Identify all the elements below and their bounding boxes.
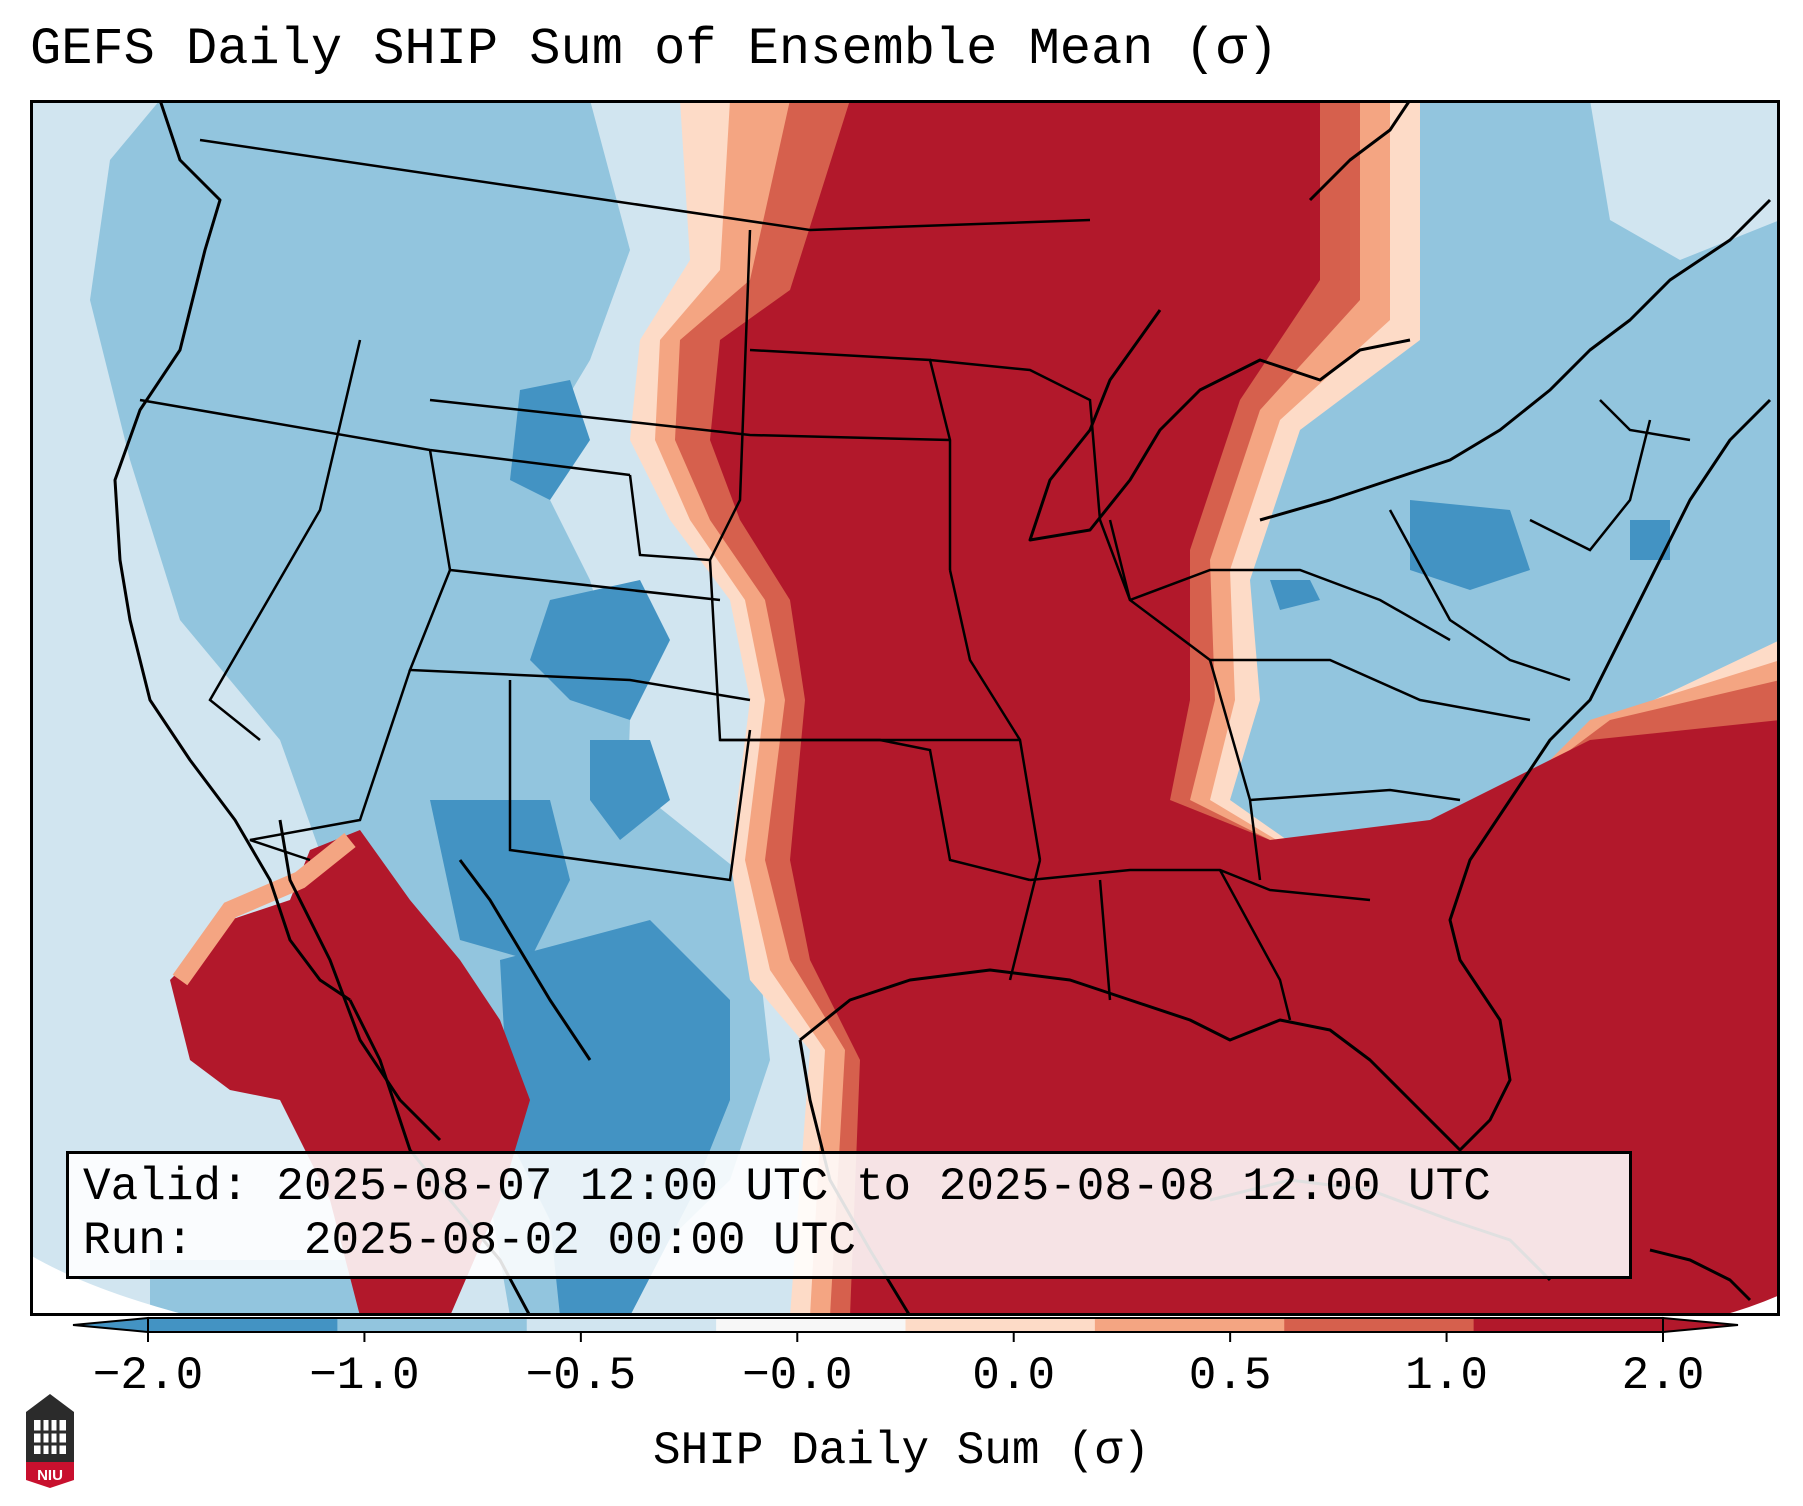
colorbar-label: SHIP Daily Sum (σ): [653, 1425, 1150, 1477]
colorbar-swatch: [148, 1318, 338, 1332]
colorbar-ticks: −2.0 −1.0 −0.5 −0.0 0.0 0.5 1.0 2.0: [93, 1332, 1705, 1402]
colorbar-swatch: [1473, 1318, 1664, 1332]
niu-logo: NIU: [26, 1394, 74, 1488]
colorbar-swatch: [905, 1318, 1096, 1332]
run-label: Run:: [83, 1215, 194, 1267]
colorbar-swatch: [337, 1318, 528, 1332]
state-borders: [139, 138, 1691, 1021]
colorbar-tick-label: 0.5: [1189, 1350, 1272, 1402]
colorbar-tick-label: 1.0: [1405, 1350, 1488, 1402]
colorbar-tick-label: −0.5: [526, 1350, 636, 1402]
colorbar-extend-high: [1662, 1316, 1739, 1334]
colorbar-tick-label: 0.0: [972, 1350, 1055, 1402]
positive-ring-west: [172, 832, 356, 986]
map-title: GEFS Daily SHIP Sum of Ensemble Mean (σ): [30, 20, 1279, 79]
map-frame: [30, 100, 1780, 1316]
colorbar-swatches: [72, 1316, 1739, 1334]
colorbar-tick-label: 2.0: [1622, 1350, 1705, 1402]
colorbar-extend-low: [72, 1316, 149, 1334]
colorbar-tick-label: −1.0: [309, 1350, 419, 1402]
outside-domain-right: [1720, 1295, 1780, 1316]
colorbar: −2.0 −1.0 −0.5 −0.0 0.0 0.5 1.0 2.0: [72, 1316, 1739, 1402]
run-value: 2025-08-02 00:00 UTC: [303, 1215, 856, 1267]
colorbar-swatch: [526, 1318, 717, 1332]
logo-text: NIU: [37, 1467, 63, 1484]
colorbar-swatch: [1284, 1318, 1475, 1332]
outside-domain: [30, 1255, 190, 1316]
valid-value: 2025-08-07 12:00 UTC to 2025-08-08 12:00…: [276, 1161, 1491, 1213]
colorbar-outline: [147, 1317, 1664, 1333]
valid-label: Valid:: [83, 1161, 249, 1213]
colorbar-tick-label: −2.0: [93, 1350, 203, 1402]
strong-positive-core: [710, 100, 1780, 1316]
ship-map: [30, 100, 1780, 1316]
colorbar-tick-label: −0.0: [742, 1350, 852, 1402]
offshore-negative: [1590, 100, 1780, 260]
validity-info-box: Valid: 2025-08-07 12:00 UTC to 2025-08-0…: [66, 1151, 1632, 1279]
colorbar-swatch: [716, 1318, 906, 1332]
university-building-icon: [26, 1394, 74, 1488]
colorbar-swatch: [1094, 1318, 1285, 1332]
